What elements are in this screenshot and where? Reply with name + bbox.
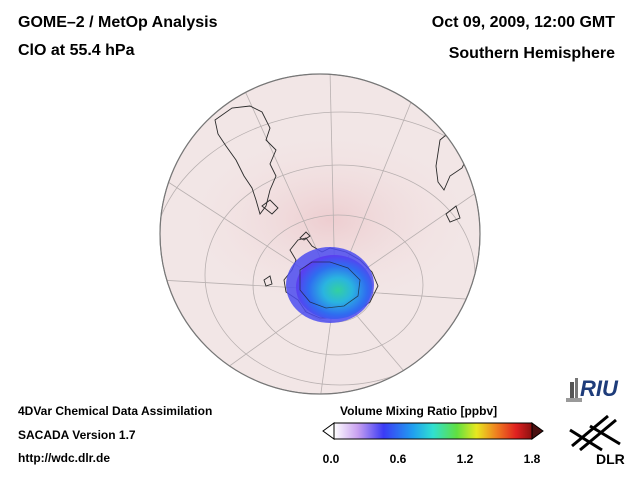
colorbar-high-arrow [531, 422, 544, 440]
clo-vortex [296, 255, 372, 319]
title-species: ClO at 55.4 hPa [18, 42, 135, 59]
dlr-logo-text: DLR [596, 451, 625, 467]
colorbar-tick: 0.0 [322, 452, 340, 466]
colorbar-tick: 1.2 [456, 452, 474, 466]
hemisphere-label: Southern Hemisphere [448, 45, 615, 62]
antarctic-coast-overlay [299, 261, 361, 309]
riu-logo: RIU [566, 376, 619, 402]
colorbar-low-arrow [322, 422, 335, 440]
colorbar-tick: 0.6 [389, 452, 407, 466]
background-clo-band [180, 130, 480, 310]
colorbar [322, 422, 544, 440]
colorbar-gradient [333, 422, 533, 440]
colorbar-tick: 1.8 [523, 452, 541, 466]
title-instrument: GOME–2 / MetOp Analysis [18, 14, 218, 31]
method-label: 4DVar Chemical Data Assimilation [18, 404, 213, 418]
dlr-logo: DLR [569, 414, 625, 467]
colorbar-title: Volume Mixing Ratio [ppbv] [340, 404, 498, 418]
riu-logo-text: RIU [580, 376, 619, 401]
version-label: SACADA Version 1.7 [18, 428, 136, 442]
website-link[interactable]: http://wdc.dlr.de [18, 451, 110, 465]
date-time: Oct 09, 2009, 12:00 GMT [431, 14, 615, 31]
